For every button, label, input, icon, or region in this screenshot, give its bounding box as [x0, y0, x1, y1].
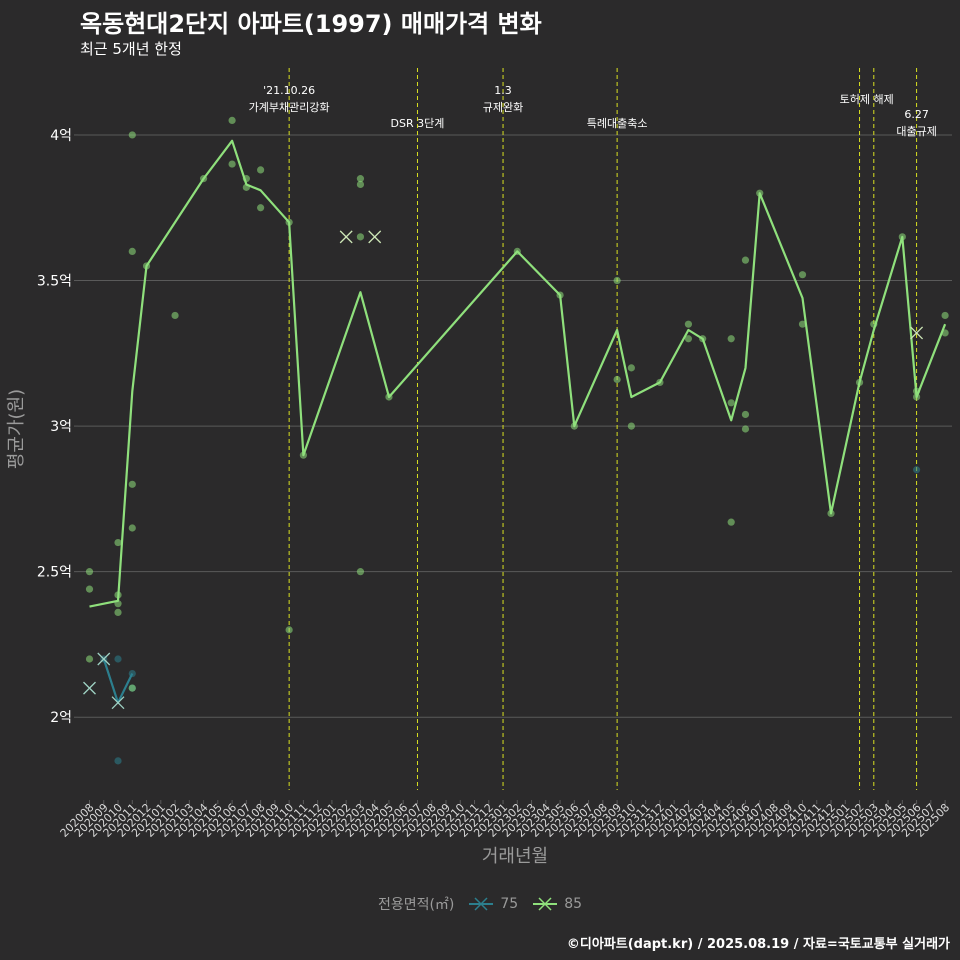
data-point-75: [912, 466, 921, 474]
legend-label-85: 85: [564, 896, 583, 912]
x-axis-title: 거래년월: [482, 846, 548, 867]
data-point-85: [356, 175, 365, 183]
data-point-85: [741, 425, 750, 433]
cancelled-marker-85: [339, 230, 353, 244]
y-tick-label: 4억: [50, 128, 72, 144]
event-label: 6.27: [904, 108, 929, 121]
y-tick-label: 2.5억: [37, 565, 72, 581]
data-point-85: [85, 655, 94, 663]
data-point-85: [356, 233, 365, 241]
cancelled-marker-75: [111, 696, 125, 710]
legend-key-75-icon: [469, 897, 494, 911]
event-label: 1.3: [494, 84, 512, 97]
data-point-85: [356, 568, 365, 576]
data-point-85: [613, 276, 621, 285]
series-line-75: [102, 658, 134, 704]
y-axis-title: 평균가(원): [6, 389, 27, 469]
data-point-85: [128, 480, 136, 488]
cancelled-marker-85: [910, 326, 924, 340]
data-point-85: [228, 116, 236, 125]
y-tick-label: 2억: [50, 710, 72, 726]
event-label: 대출규제: [896, 125, 936, 138]
y-tick-label: 3.5억: [37, 274, 72, 290]
cancelled-marker-75: [83, 681, 96, 695]
data-point-85: [228, 160, 236, 168]
data-point-85: [128, 524, 136, 532]
event-label: 가계부채관리강화: [249, 101, 330, 114]
event-label: '21.10.26: [263, 84, 315, 97]
data-point-85: [128, 684, 136, 692]
data-point-75: [114, 757, 122, 765]
data-point-85: [627, 364, 635, 372]
legend-item-75: 75: [468, 896, 518, 912]
data-point-85: [114, 608, 122, 617]
data-point-85: [727, 399, 735, 407]
cancelled-marker-85: [368, 230, 382, 244]
event-label: 규제완화: [483, 101, 523, 114]
chart-subtitle: 최근 5개년 한정: [80, 40, 182, 58]
data-point-85: [285, 626, 293, 634]
data-point-85: [257, 204, 265, 212]
data-point-85: [727, 335, 735, 343]
data-point-85: [85, 568, 94, 576]
y-tick-label: 3억: [50, 419, 72, 435]
legend-label-75: 75: [500, 896, 519, 912]
event-label: 특례대출축소: [587, 117, 648, 130]
data-point-85: [627, 422, 635, 430]
data-point-85: [85, 585, 94, 593]
data-point-85: [114, 538, 122, 547]
chart-title: 옥동현대2단지 아파트(1997) 매매가격 변화: [80, 10, 542, 38]
source-caption: ©디아파트(dapt.kr) / 2025.08.19 / 자료=국토교통부 실…: [566, 937, 950, 952]
data-point-85: [356, 180, 365, 189]
data-point-85: [741, 256, 750, 264]
data-point-85: [741, 410, 750, 419]
data-point-85: [171, 311, 179, 320]
series-line-85: [89, 139, 947, 608]
cancelled-marker-75: [97, 652, 111, 666]
legend: 전용면적(㎡) 75 85: [0, 894, 960, 914]
data-point-85: [941, 311, 949, 320]
data-point-85: [798, 320, 807, 328]
data-point-85: [128, 131, 136, 139]
data-point-85: [727, 518, 735, 526]
event-label: DSR 3단계: [391, 117, 445, 130]
legend-key-85-icon: [533, 897, 558, 911]
data-point-85: [798, 271, 807, 279]
data-point-85: [684, 320, 693, 328]
legend-title: 전용면적(㎡): [377, 897, 455, 913]
data-point-85: [684, 335, 693, 343]
legend-item-85: 85: [532, 896, 582, 912]
data-point-85: [128, 247, 136, 256]
data-point-85: [257, 166, 265, 174]
data-point-85: [613, 375, 621, 384]
event-label: 토허제 해제: [840, 92, 894, 106]
data-point-75: [114, 655, 122, 663]
